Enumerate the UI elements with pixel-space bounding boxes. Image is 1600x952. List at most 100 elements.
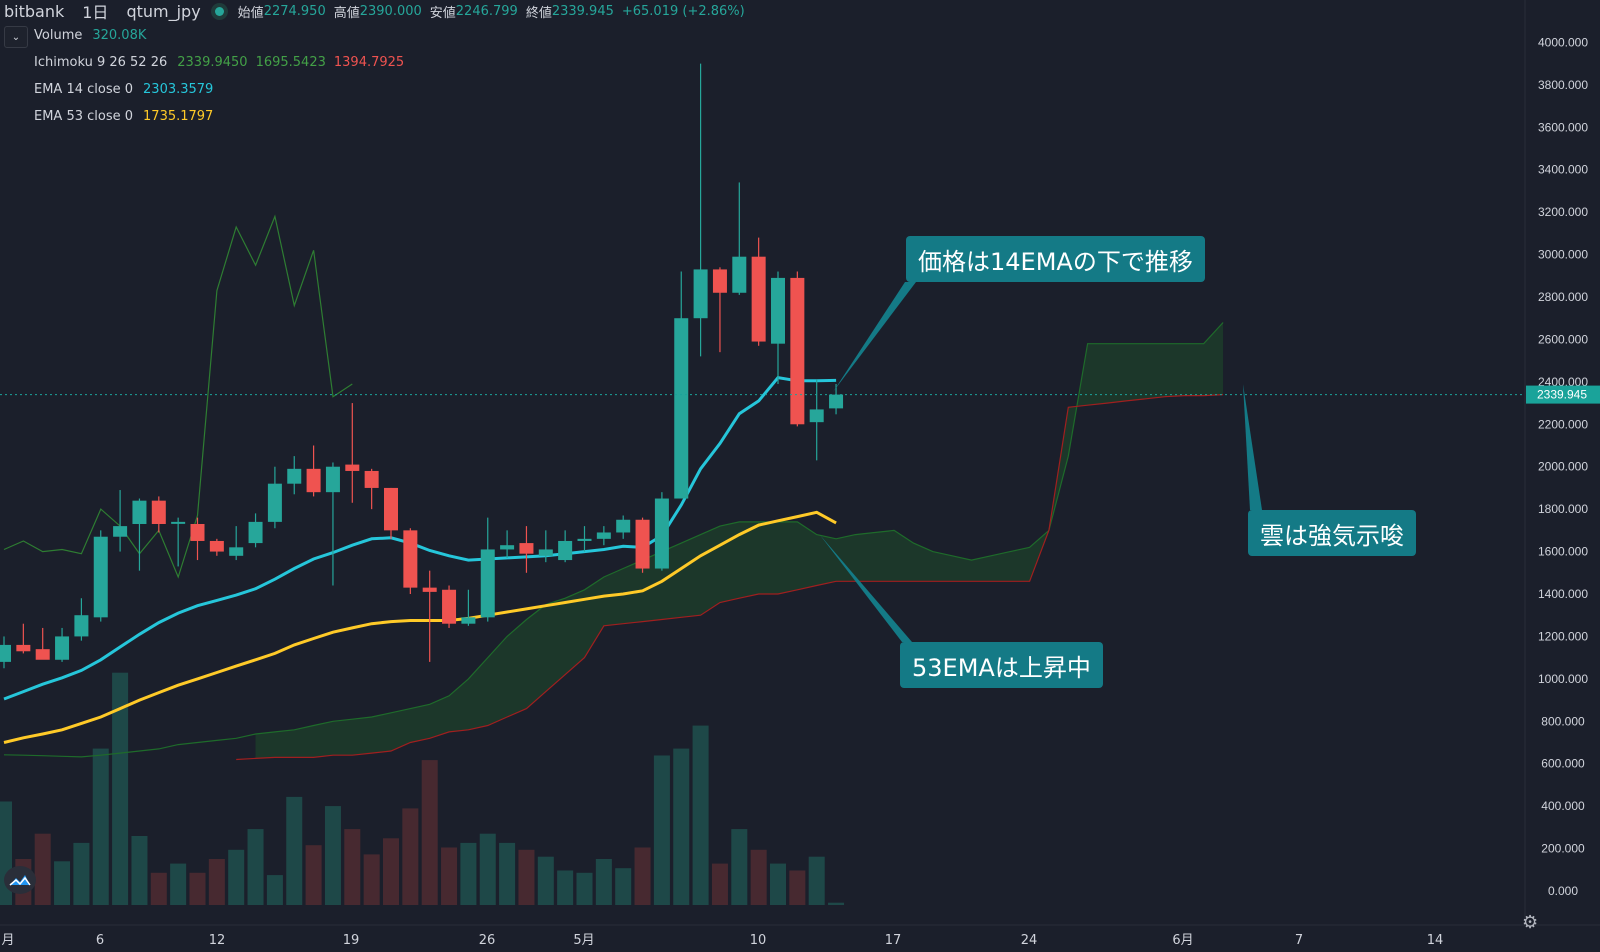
volume-bar	[189, 872, 206, 905]
price-tick-label: 400.000	[1541, 799, 1585, 813]
low-label: 安値	[429, 5, 456, 21]
volume-bar	[808, 856, 825, 905]
price-tick-label: 1800.000	[1538, 502, 1588, 516]
high-value: 2390.000	[359, 3, 422, 19]
cloud-fill	[255, 322, 1224, 759]
time-tick-label: 6月	[1172, 933, 1193, 948]
change-value: +65.019 (+2.86%)	[621, 3, 745, 19]
ema14-legend[interactable]: EMA 14 close 0 2303.3579	[34, 82, 213, 97]
candlesticks	[0, 63, 844, 669]
collapse-indicators-button[interactable]: ⌄	[4, 26, 28, 48]
volume-bar	[615, 868, 632, 905]
ichimoku-value-1: 2339.9450	[177, 55, 248, 70]
volume-bar	[363, 854, 380, 905]
time-axis-labels: 月 6 12 19 26 5月 10 17 24 6月 7 14	[1, 933, 1443, 948]
volume-bar	[828, 902, 845, 905]
volume-bar	[653, 755, 670, 905]
candle-body	[132, 500, 147, 524]
candle-body	[538, 549, 553, 556]
ichimoku-value-3: 1394.7925	[333, 55, 405, 70]
price-tick-label: 2400.000	[1538, 375, 1588, 389]
low-value: 2246.799	[455, 3, 518, 19]
ema53-legend[interactable]: EMA 53 close 0 1735.1797	[34, 109, 213, 124]
volume-bar	[54, 861, 71, 905]
ichimoku-value-2: 1695.5423	[255, 55, 326, 70]
ema53-value: 1735.1797	[143, 109, 214, 124]
volume-bar	[692, 725, 709, 905]
time-tick-label: 5月	[573, 933, 594, 948]
candle-body	[732, 256, 747, 293]
candle-body	[519, 543, 534, 554]
price-axis[interactable]	[1525, 0, 1600, 952]
volume-bar	[673, 748, 690, 905]
gear-icon[interactable]: ⚙	[1522, 912, 1539, 933]
time-tick-label: 14	[1427, 933, 1444, 948]
volume-bar	[266, 875, 283, 905]
volume-bar	[402, 808, 419, 905]
candle-body	[171, 521, 186, 524]
time-tick-label: 6	[96, 933, 104, 948]
ichimoku-legend[interactable]: Ichimoku 9 26 52 26 2339.9450 1695.5423 139…	[34, 55, 404, 70]
time-tick-label: 17	[885, 933, 902, 948]
candle-body	[616, 519, 631, 533]
logo-icon	[9, 875, 31, 886]
volume-bar	[770, 863, 786, 905]
last-price-tag-bg	[1526, 385, 1600, 404]
candle-body	[422, 587, 437, 592]
callout-cloud[interactable]: 雲は強気示唆	[1248, 510, 1416, 556]
volume-bar	[711, 863, 728, 905]
symbol-name[interactable]: qtum_jpy	[126, 1, 201, 21]
tradingview-logo[interactable]	[4, 866, 36, 894]
candle-body	[809, 409, 824, 423]
price-tick-label: 3800.000	[1538, 78, 1588, 92]
candle-body	[74, 615, 89, 637]
candle-body	[693, 269, 708, 319]
volume-bar	[170, 863, 187, 905]
price-tick-label: 600.000	[1541, 757, 1585, 771]
interval-label[interactable]: 1日	[82, 3, 109, 22]
callout-ema14[interactable]: 価格は14EMAの下で推移	[906, 236, 1205, 282]
candle-body	[325, 466, 340, 493]
volume-bar	[208, 859, 225, 905]
volume-bar	[731, 829, 748, 905]
price-tick-label: 2600.000	[1538, 332, 1588, 346]
volume-bar	[479, 833, 496, 905]
price-tick-label: 3600.000	[1538, 120, 1588, 134]
volume-bar	[595, 859, 612, 905]
volume-legend[interactable]: Volume 320.08K	[34, 28, 146, 43]
price-tick-label: 3200.000	[1538, 205, 1588, 219]
time-tick-label: 24	[1021, 933, 1038, 948]
market-status-icon	[214, 6, 224, 16]
candle-body	[55, 636, 70, 660]
candle-body	[790, 277, 805, 425]
exchange-name[interactable]: bitbank	[4, 1, 65, 21]
price-tick-label: 2200.000	[1538, 417, 1588, 431]
volume-bar	[247, 829, 264, 905]
callout-ema53[interactable]: 53EMAは上昇中	[900, 642, 1103, 688]
time-axis[interactable]	[0, 925, 1600, 952]
volume-bar	[499, 842, 516, 905]
callout-cloud-pointer	[1243, 384, 1262, 510]
candle-body	[500, 545, 515, 550]
volume-bar	[383, 838, 399, 905]
volume-label: Volume	[34, 28, 83, 43]
price-tick-label: 0.000	[1548, 884, 1578, 898]
candle-body	[442, 589, 457, 624]
volume-bar	[344, 829, 361, 905]
volume-bar	[441, 847, 458, 905]
ichimoku-label: Ichimoku 9 26 52 26	[34, 55, 168, 70]
callout-pointers	[820, 282, 1262, 642]
time-tick-label: 7	[1295, 933, 1303, 948]
price-tick-label: 2800.000	[1538, 290, 1588, 304]
volume-bars	[0, 672, 845, 905]
time-tick-label: 19	[343, 933, 360, 948]
volume-bar	[131, 836, 148, 905]
span-a-line	[3, 322, 1224, 758]
candle-body	[654, 498, 669, 569]
candle-body	[674, 318, 689, 499]
volume-bar	[537, 856, 554, 905]
candle-body	[403, 530, 418, 588]
price-axis-labels: 0.000 200.000 400.000 600.000 800.000 1000.00…	[1538, 35, 1588, 898]
